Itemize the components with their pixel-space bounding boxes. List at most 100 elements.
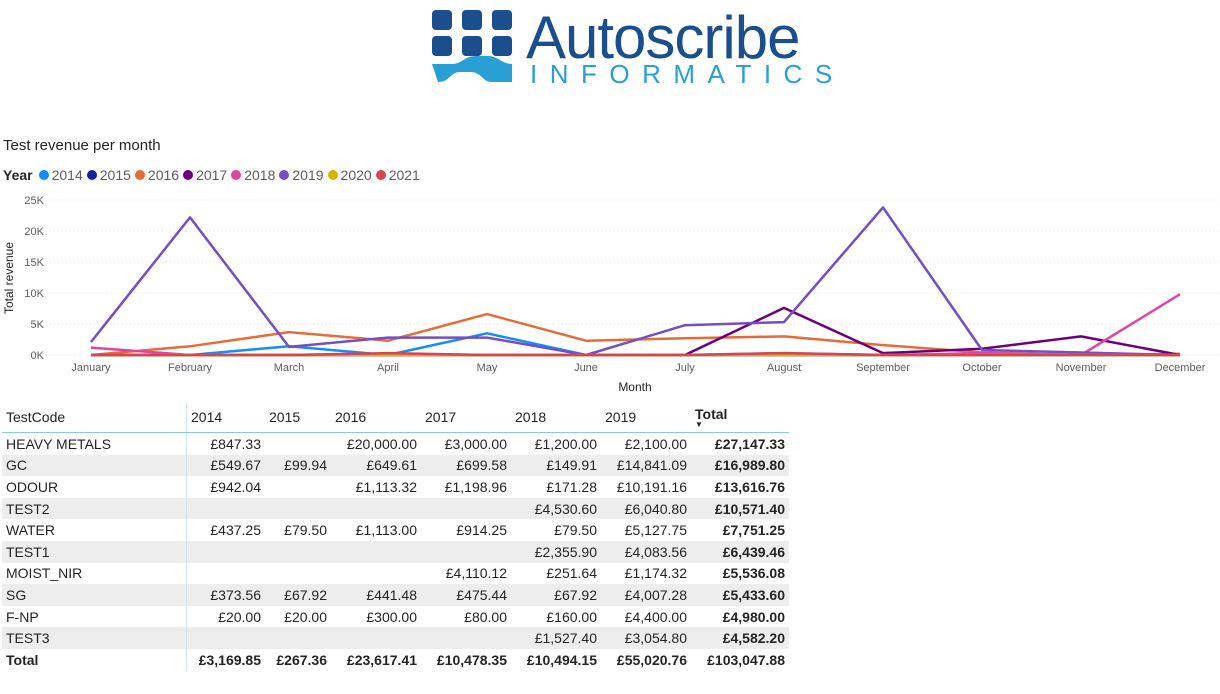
table-cell: £20.00 — [218, 608, 261, 625]
legend-item-2016[interactable]: 2016 — [134, 167, 180, 183]
table-row: WATER £437.25 £79.50 £1,113.00 £914.25 £79.50… — [2, 519, 789, 541]
column-header-2016[interactable]: 2016 — [331, 402, 421, 433]
table-cell — [421, 540, 511, 563]
row-label: HEAVY METALS — [2, 432, 187, 455]
table-cell: £171.28 — [546, 478, 597, 495]
table-cell: £251.64 — [546, 565, 597, 582]
table-row: ODOUR £942.04 £1,113.32 £1,198.96 £171.28 £10… — [2, 476, 789, 498]
row-label: Total — [2, 648, 187, 671]
table-cell: £99.94 — [265, 454, 331, 477]
table-cell: £1,200.00 — [534, 435, 597, 452]
table-cell: £20,000.00 — [346, 435, 417, 452]
series-line-2019 — [90, 206, 1181, 357]
x-tick-label: July — [675, 362, 695, 374]
legend-item-2017[interactable]: 2017 — [183, 167, 227, 183]
table-cell — [186, 627, 265, 649]
table-cell: £79.50 — [554, 522, 597, 539]
table-cell — [265, 540, 331, 563]
legend-item-2021[interactable]: 2021 — [375, 167, 420, 183]
table-cell — [265, 433, 331, 455]
x-axis-title: Month — [618, 380, 651, 394]
table-cell: £942.04 — [210, 478, 261, 495]
table-cell: £373.56 — [186, 584, 265, 606]
table-cell: £4,400.00 — [624, 608, 687, 625]
row-label: ODOUR — [2, 476, 187, 498]
table-cell: £300.00 — [366, 608, 417, 625]
row-label: SG — [2, 584, 187, 606]
row-label: WATER — [2, 519, 187, 541]
column-header-2014[interactable]: 2014 — [186, 402, 265, 433]
column-header-2018[interactable]: 2018 — [511, 402, 601, 433]
table-cell: £10,478.35 — [436, 651, 507, 668]
column-header-2019[interactable]: 2019 — [601, 402, 691, 433]
row-label: TEST1 — [2, 540, 187, 563]
legend-marker-icon — [375, 170, 386, 180]
table-cell: £4,083.56 — [601, 540, 691, 563]
table-cell: £67.92 — [265, 584, 331, 606]
row-label: TEST3 — [2, 627, 187, 649]
table-cell: £6,040.80 — [601, 497, 691, 520]
table-cell — [265, 476, 331, 498]
table-cell: £79.50 — [284, 522, 327, 539]
legend-item-2019[interactable]: 2019 — [279, 167, 324, 183]
table-cell: £4,007.28 — [601, 584, 691, 606]
column-header-total[interactable]: Total ▼ — [691, 402, 789, 433]
table-cell — [421, 627, 511, 649]
logo-wordmark: Autoscribe — [526, 4, 800, 71]
legend-title: Year — [3, 167, 33, 183]
column-header-2015[interactable]: 2015 — [265, 402, 331, 433]
legend-label: 2017 — [196, 167, 228, 183]
table-cell: £1,113.32 — [355, 478, 417, 495]
legend-label: 2021 — [388, 167, 420, 183]
legend-marker-icon — [279, 170, 290, 180]
table-row: F-NP £20.00 £20.00 £300.00 £80.00 £160.00 £4,4… — [2, 605, 789, 628]
table-cell: £55,020.76 — [616, 651, 687, 668]
table-cell: £27,147.33 — [714, 435, 785, 452]
table-cell: £160.00 — [546, 608, 597, 625]
logo-mark-icon — [432, 10, 512, 82]
revenue-matrix-table: TestCode 2014 2015 2016 2017 2018 2019 Total ▼ H… — [2, 402, 789, 671]
table-cell: £1,527.40 — [511, 627, 601, 649]
table-cell: £4,110.12 — [445, 565, 507, 582]
legend-item-2015[interactable]: 2015 — [86, 167, 131, 183]
legend-item-2020[interactable]: 2020 — [327, 167, 372, 183]
table-cell: £7,751.25 — [722, 522, 785, 539]
legend-label: 2016 — [147, 167, 180, 183]
table-cell: £16,989.80 — [691, 454, 789, 477]
x-tick-label: June — [574, 362, 598, 374]
column-header-2017[interactable]: 2017 — [421, 402, 511, 433]
table-total-row: Total £3,169.85 £267.36 £23,617.41 £10,478.3… — [2, 648, 789, 671]
table-cell: £2,100.00 — [624, 435, 687, 452]
table-cell: £10,571.40 — [691, 497, 789, 520]
table-cell: £3,054.80 — [601, 627, 691, 649]
table-cell — [331, 627, 421, 649]
legend-item-2018[interactable]: 2018 — [231, 167, 275, 183]
table-header-row: TestCode 2014 2015 2016 2017 2018 2019 Total ▼ — [2, 402, 789, 433]
table-cell — [421, 497, 511, 520]
table-row: TEST3 £1,527.40 £3,054.80 £4,582.20 — [2, 627, 789, 649]
table-cell: £20.00 — [284, 608, 327, 625]
y-tick-label: 10K — [24, 288, 44, 300]
x-tick-label: May — [477, 362, 498, 374]
table-cell — [265, 627, 331, 649]
legend-item-2014[interactable]: 2014 — [38, 167, 83, 183]
x-tick-label: February — [168, 362, 213, 374]
column-header-testcode[interactable]: TestCode — [2, 402, 187, 433]
table-cell: £5,536.08 — [722, 565, 785, 582]
legend-label: 2015 — [99, 167, 131, 183]
table-cell — [186, 540, 265, 563]
x-tick-label: September — [856, 362, 910, 374]
legend-label: 2014 — [51, 167, 83, 183]
row-label: MOIST_NIR — [2, 562, 187, 585]
table-cell: £2,355.90 — [511, 540, 601, 563]
table-cell — [331, 540, 421, 563]
x-tick-label: April — [377, 362, 399, 374]
table-row: TEST1 £2,355.90 £4,083.56 £6,439.46 — [2, 540, 789, 563]
table-row: SG £373.56 £67.92 £441.48 £475.44 £67.92 £4,00… — [2, 584, 789, 606]
table-cell: £4,582.20 — [691, 627, 789, 649]
table-cell: £5,127.75 — [624, 522, 687, 539]
table-cell: £1,174.32 — [624, 565, 687, 582]
table-row: MOIST_NIR £4,110.12 £251.64 £1,174.32 £5,536… — [2, 562, 789, 585]
legend-marker-icon — [134, 170, 145, 180]
chart-legend: Year 2014 2015 2016 2017 2018 2019 2020 2021 — [3, 167, 424, 183]
